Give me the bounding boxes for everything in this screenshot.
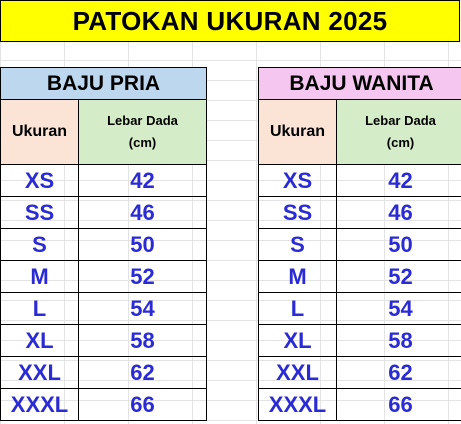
size-cell: XXL [0,356,79,389]
men-table-title: BAJU PRIA [0,67,207,100]
table-row: L 54 [0,292,207,325]
size-cell: XL [0,324,79,357]
men-size-table: BAJU PRIA Ukuran Lebar Dada (cm) XS 42 SS 4… [0,67,207,421]
women-rows: XS 42 SS 46 S 50 M 52 L 54 XL 58 XXL 62 XXXL 66 [258,164,461,421]
size-cell: XS [258,164,337,197]
size-cell: XXXL [258,388,337,421]
size-cell: SS [0,196,79,229]
chest-cell: 54 [336,292,461,325]
chest-column-header: Lebar Dada (cm) [336,99,461,165]
table-row: XS 42 [258,164,461,197]
size-cell: XS [0,164,79,197]
chest-cell: 58 [336,324,461,357]
chest-header-unit: (cm) [386,135,415,150]
table-row: L 54 [258,292,461,325]
men-rows: XS 42 SS 46 S 50 M 52 L 54 XL 58 XXL 62 XXXL 66 [0,164,207,421]
size-cell: XXL [258,356,337,389]
chest-cell: 58 [78,324,207,357]
chest-cell: 62 [78,356,207,389]
women-size-table: BAJU WANITA Ukuran Lebar Dada (cm) XS 42 S… [258,67,461,421]
table-row: S 50 [0,228,207,261]
table-row: M 52 [0,260,207,293]
size-cell: XL [258,324,337,357]
table-row: XXL 62 [0,356,207,389]
chest-header-unit: (cm) [128,135,157,150]
table-row: S 50 [258,228,461,261]
women-table-title: BAJU WANITA [258,67,461,100]
size-column-header: Ukuran [0,99,79,165]
chest-cell: 52 [336,260,461,293]
size-cell: L [258,292,337,325]
chest-cell: 50 [336,228,461,261]
table-row: XXL 62 [258,356,461,389]
table-row: SS 46 [0,196,207,229]
size-cell: M [0,260,79,293]
chest-cell: 42 [78,164,207,197]
table-row: XL 58 [0,324,207,357]
chest-cell: 66 [78,388,207,421]
chest-header-label: Lebar Dada [107,113,178,128]
chest-cell: 50 [78,228,207,261]
table-row: XS 42 [0,164,207,197]
chest-column-header: Lebar Dada (cm) [78,99,207,165]
chest-header-label: Lebar Dada [365,113,436,128]
page-title: PATOKAN UKURAN 2025 [0,0,460,42]
chest-cell: 42 [336,164,461,197]
size-cell: XXXL [0,388,79,421]
size-cell: L [0,292,79,325]
table-row: SS 46 [258,196,461,229]
chest-cell: 62 [336,356,461,389]
table-row: XL 58 [258,324,461,357]
size-cell: S [0,228,79,261]
size-cell: M [258,260,337,293]
chest-cell: 54 [78,292,207,325]
chest-cell: 46 [78,196,207,229]
chest-cell: 46 [336,196,461,229]
size-column-header: Ukuran [258,99,337,165]
chest-cell: 66 [336,388,461,421]
table-row: M 52 [258,260,461,293]
table-row: XXXL 66 [258,388,461,421]
chest-cell: 52 [78,260,207,293]
table-row: XXXL 66 [0,388,207,421]
size-cell: SS [258,196,337,229]
size-cell: S [258,228,337,261]
